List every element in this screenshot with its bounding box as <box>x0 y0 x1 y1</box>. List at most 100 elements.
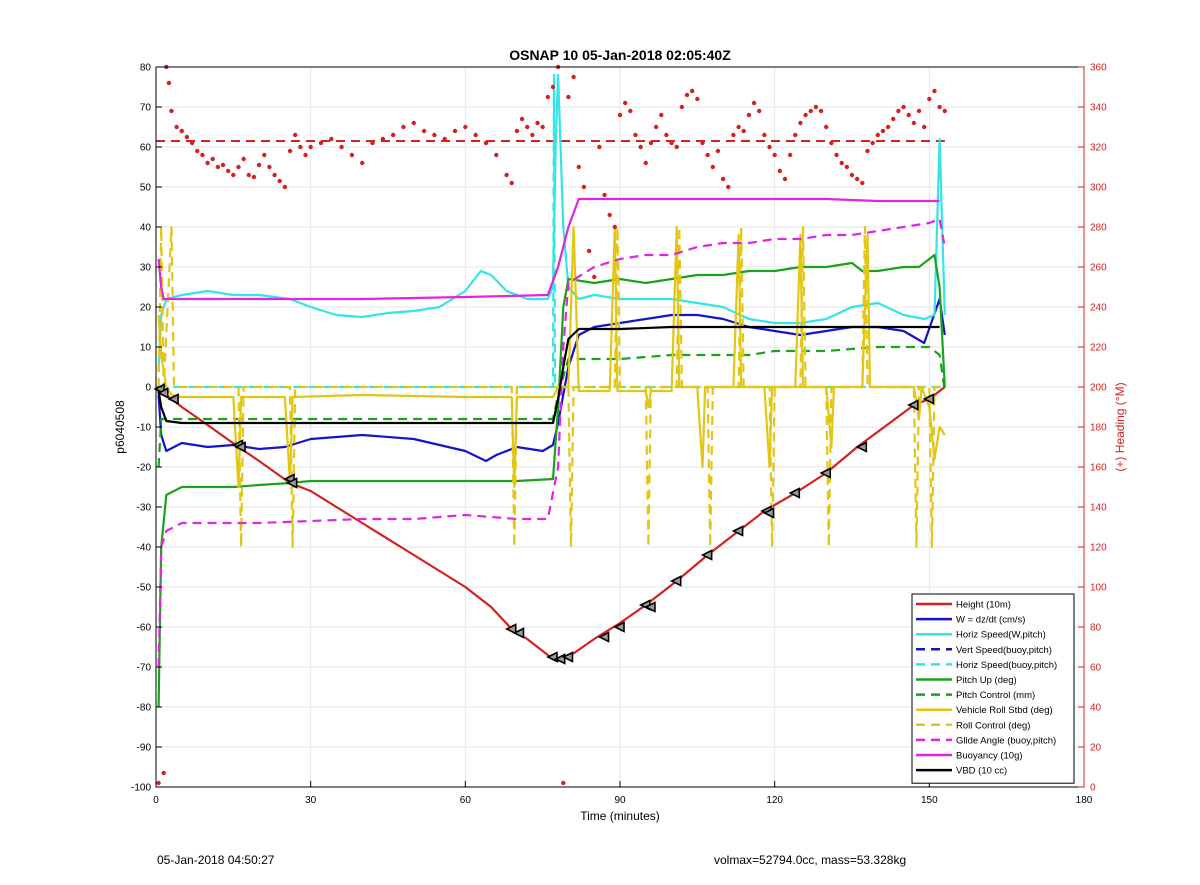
series-line-pitch-up-deg <box>157 253 946 708</box>
height-marker <box>167 393 179 405</box>
heading-point <box>592 274 597 280</box>
heading-point <box>525 124 530 130</box>
heading-point <box>927 96 932 102</box>
x-axis-label: Time (minutes) <box>580 809 660 823</box>
heading-point <box>865 148 870 154</box>
heading-point <box>602 192 607 198</box>
heading-point <box>452 128 458 134</box>
heading-point <box>210 156 215 162</box>
heading-point <box>607 212 612 218</box>
heading-point <box>834 152 839 158</box>
height-marker <box>561 651 574 663</box>
heading-point <box>571 74 576 80</box>
heading-point <box>751 100 757 106</box>
heading-point <box>633 132 638 138</box>
height-marker <box>855 441 868 453</box>
heading-point <box>731 132 736 138</box>
heading-point <box>772 152 777 158</box>
y-tick-label-right: 0 <box>1090 783 1096 794</box>
height-marker <box>700 549 713 561</box>
heading-point <box>262 152 267 158</box>
y-tick-label-right: 280 <box>1090 223 1107 234</box>
x-tick-label: 90 <box>614 795 626 806</box>
heading-point <box>442 136 447 142</box>
heading-point <box>473 132 478 138</box>
heading-point <box>762 132 767 138</box>
heading-point <box>777 168 783 174</box>
heading-point <box>684 92 690 98</box>
heading-point <box>942 108 947 114</box>
heading-point <box>736 124 741 130</box>
heading-point <box>267 164 272 170</box>
heading-point <box>576 164 581 170</box>
heading-point <box>432 132 437 138</box>
heading-point <box>715 148 721 154</box>
x-tick-label: 30 <box>305 795 317 806</box>
heading-point <box>421 128 427 134</box>
heading-point <box>870 140 875 146</box>
y-tick-label-left: 0 <box>145 383 151 394</box>
heading-point <box>494 152 499 158</box>
y-tick-label-right: 320 <box>1090 143 1107 154</box>
heading-point <box>880 128 886 134</box>
heading-point <box>566 94 571 100</box>
y-tick-label-right: 60 <box>1090 663 1102 674</box>
height-marker <box>504 623 517 635</box>
heading-point <box>911 120 917 126</box>
heading-point <box>318 140 324 146</box>
x-tick-label: 60 <box>460 795 472 806</box>
height-marker <box>156 387 169 399</box>
height-marker <box>613 621 625 633</box>
heading-point <box>896 108 901 114</box>
heading-point <box>803 112 808 118</box>
series-line-w-dz-dt-cm-s <box>157 297 946 463</box>
heading-point <box>256 162 262 168</box>
heading-point <box>504 172 509 178</box>
legend-label: Roll Control (deg) <box>956 720 1030 731</box>
heading-point <box>628 108 633 114</box>
heading-point <box>710 164 715 170</box>
heading-point <box>550 84 556 90</box>
heading-point <box>231 172 236 178</box>
heading-point <box>813 104 819 110</box>
y-tick-label-left: -60 <box>137 623 152 634</box>
heading-point <box>169 108 174 114</box>
legend-label: Pitch Control (mm) <box>956 690 1035 701</box>
footer-vehicle-info: volmax=52794.0cc, mass=53.328kg <box>714 853 907 867</box>
heading-point <box>581 184 587 190</box>
heading-point <box>483 140 489 146</box>
legend-label: Horiz Speed(W,pitch) <box>956 630 1046 641</box>
y-axis-label-right: (+) Heading (°M) <box>1113 382 1127 471</box>
heading-point <box>597 144 602 150</box>
heading-point <box>921 124 927 130</box>
heading-point <box>509 180 514 186</box>
heading-point <box>885 124 891 130</box>
heading-point <box>215 164 221 170</box>
height-marker <box>922 393 935 405</box>
heading-point <box>664 132 669 138</box>
heading-point <box>241 156 246 162</box>
height-marker <box>762 507 775 519</box>
heading-point <box>844 164 850 170</box>
x-tick-label: 180 <box>1076 795 1093 806</box>
y-tick-label-left: -50 <box>137 583 152 594</box>
chart-title: OSNAP 10 05-Jan-2018 02:05:40Z <box>509 47 731 63</box>
y-tick-label-left: 50 <box>140 183 152 194</box>
heading-point <box>695 96 700 102</box>
heading-point <box>195 148 200 154</box>
heading-point <box>166 80 172 86</box>
heading-point <box>277 178 282 184</box>
heading-point <box>689 88 695 94</box>
y-tick-label-right: 120 <box>1090 543 1107 554</box>
y-tick-label-left: 20 <box>140 303 152 314</box>
heading-point <box>793 132 798 138</box>
heading-point <box>236 164 241 170</box>
height-marker <box>644 601 656 613</box>
heading-point <box>156 780 161 786</box>
heading-point <box>308 144 313 150</box>
height-marker <box>788 487 801 499</box>
heading-point <box>561 780 566 786</box>
heading-point <box>251 174 257 180</box>
heading-point <box>891 116 896 122</box>
